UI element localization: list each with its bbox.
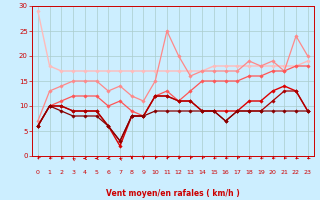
- X-axis label: Vent moyen/en rafales ( km/h ): Vent moyen/en rafales ( km/h ): [106, 189, 240, 198]
